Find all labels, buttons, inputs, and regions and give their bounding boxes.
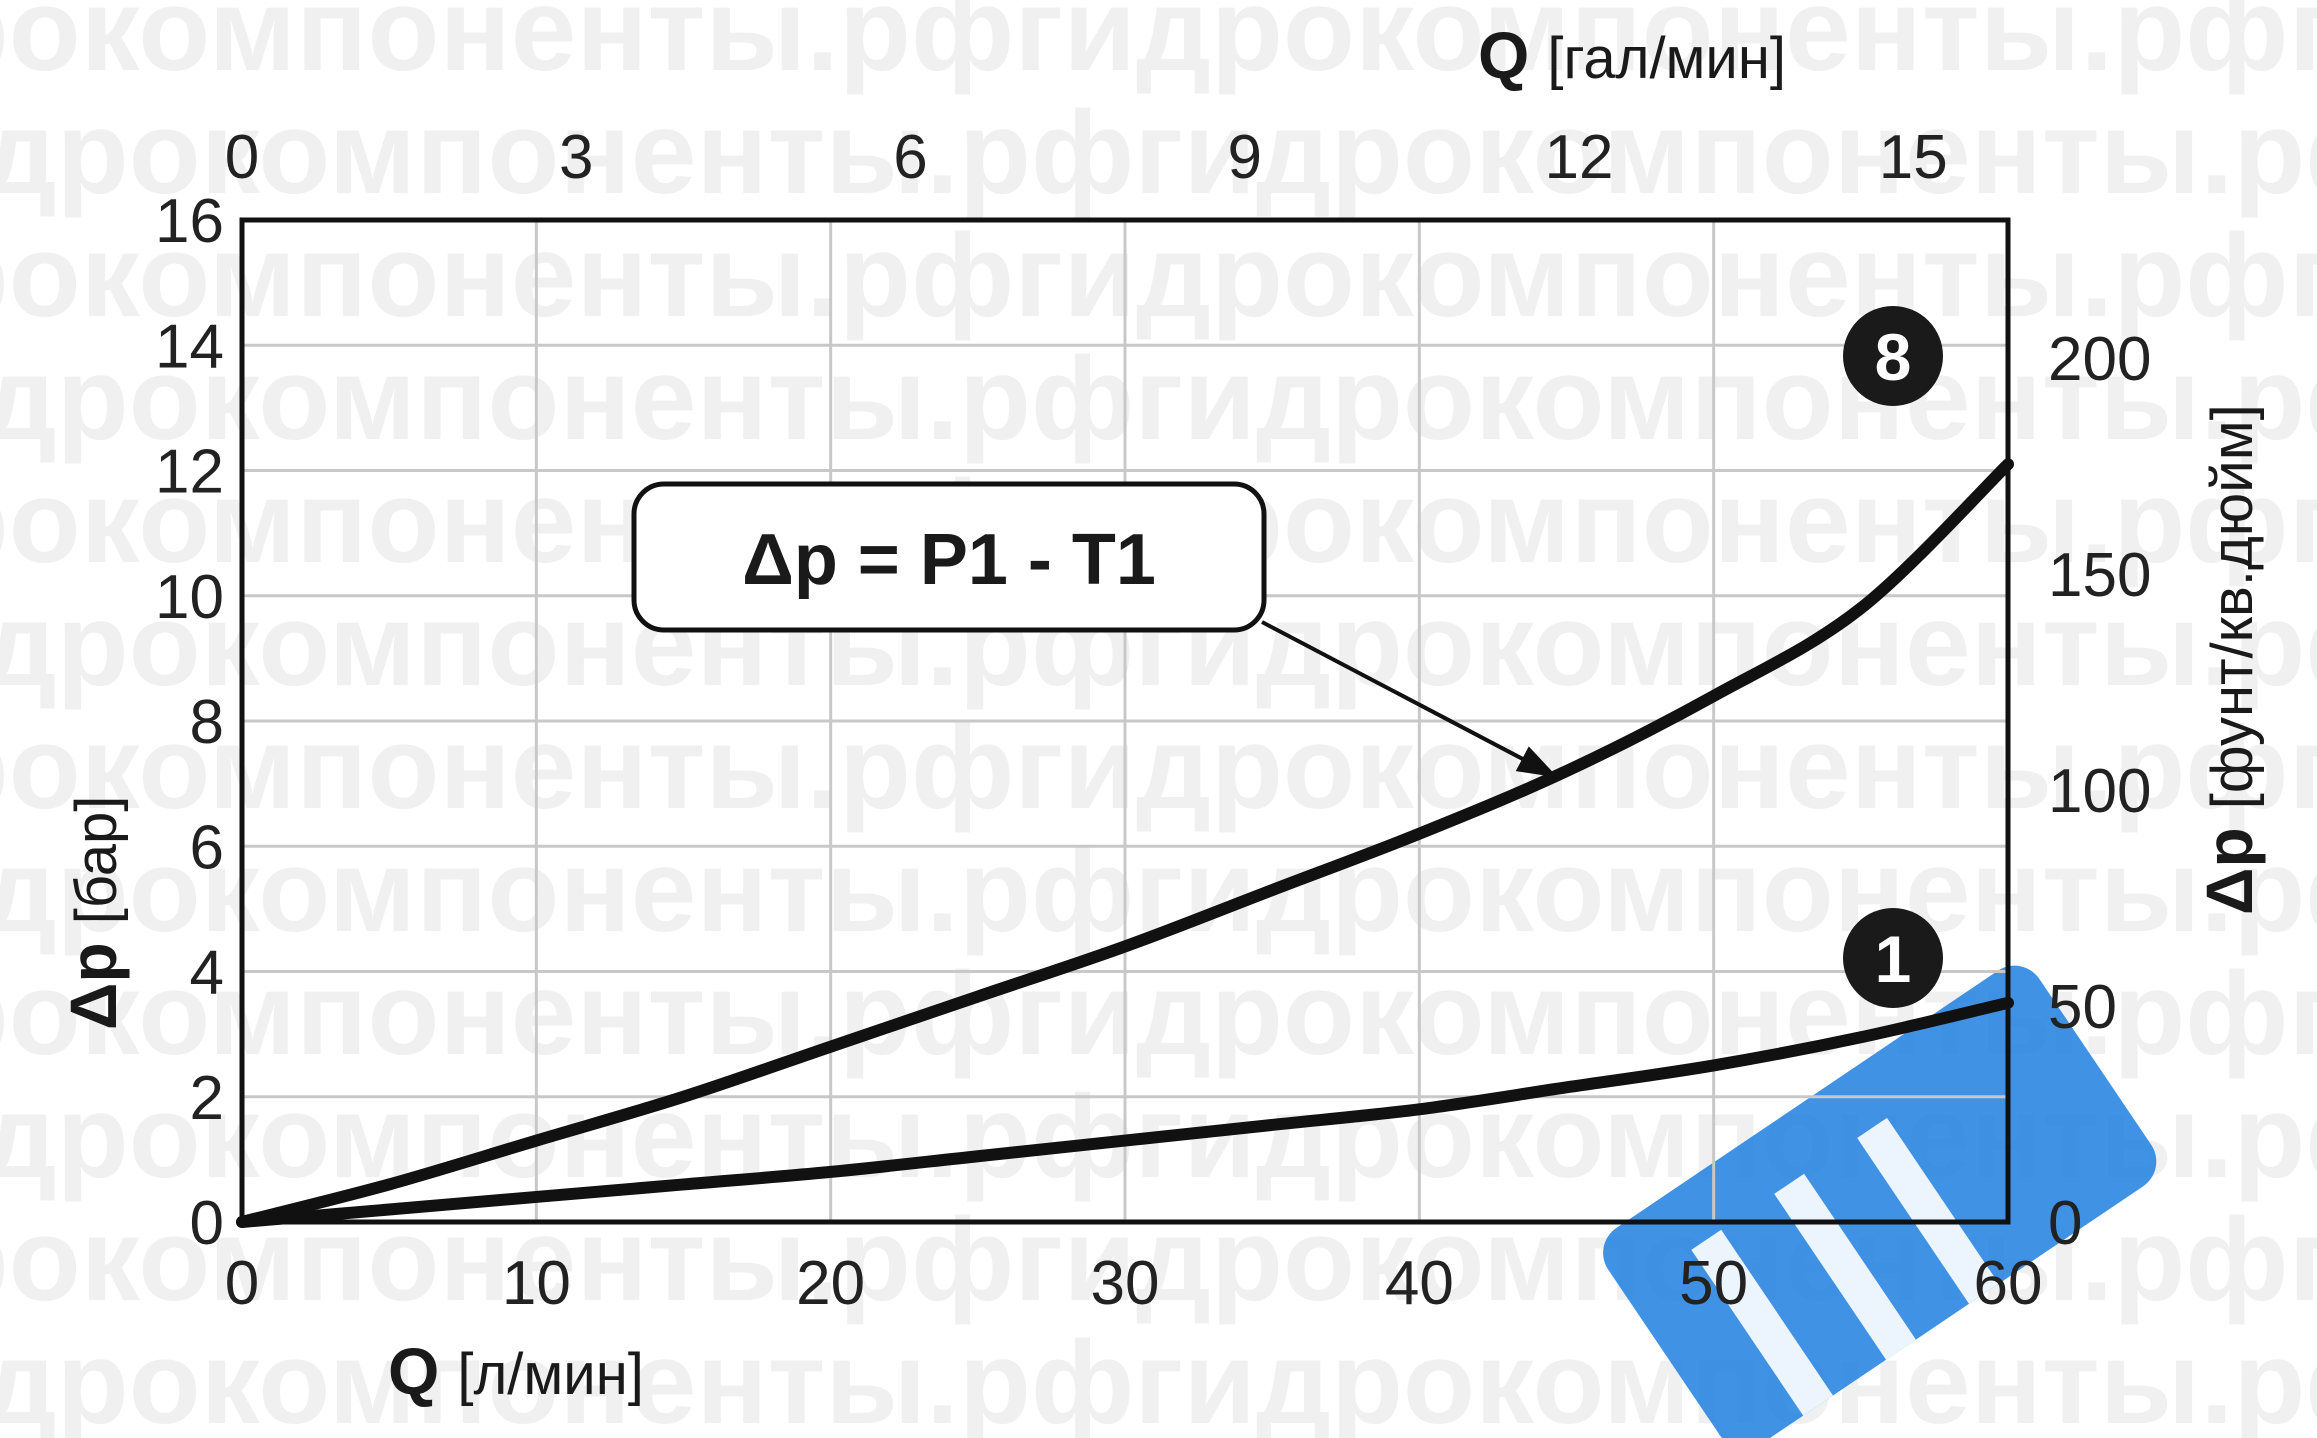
y-left-tick-label: 16 <box>155 187 224 256</box>
watermark-text: гидрокомпоненты.рфгидрокомпоненты.рфгидр… <box>0 87 2317 219</box>
y-left-axis-symbol: Δp <box>56 942 130 1030</box>
y-left-tick-label: 0 <box>190 1189 224 1258</box>
grid <box>239 217 2011 1225</box>
y-left-tick-label: 12 <box>155 438 224 507</box>
y-right-tick-label: 150 <box>2048 541 2151 610</box>
callout-box <box>631 481 1267 633</box>
x-top-tick-label: 12 <box>1545 123 1614 192</box>
x-bottom-tick-label: 50 <box>1679 1249 1748 1318</box>
series-line-1 <box>236 996 2014 1228</box>
x-top-tick-label: 9 <box>1228 123 1262 192</box>
y-left-tick-label: 6 <box>190 813 224 882</box>
x-bottom-tick-label: 10 <box>502 1249 571 1318</box>
callout-arrow-line <box>1261 620 1559 780</box>
series-line-8 <box>236 458 2014 1228</box>
x-bottom-axis-title: Q [л/мин] <box>388 1334 644 1408</box>
x-top-tick-label: 6 <box>893 123 927 192</box>
y-left-tick-label: 8 <box>190 688 224 757</box>
x-top-tick-label: 3 <box>559 123 593 192</box>
y-right-axis-unit: [фунт/кв.дюйм] <box>2200 404 2265 809</box>
watermark-logo-shape <box>1603 965 2157 1438</box>
series-marker-label-8: 8 <box>1875 320 1912 394</box>
x-bottom-tick-label: 30 <box>1091 1249 1160 1318</box>
y-right-axis-symbol: Δp <box>2192 827 2266 915</box>
y-right-tick-label: 100 <box>2048 757 2151 826</box>
x-top-axis-symbol: Q <box>1478 18 1529 92</box>
watermark-text: гидрокомпоненты.рфгидрокомпоненты.рфгидр… <box>0 1317 2317 1438</box>
callout-arrow-head <box>1515 746 1558 778</box>
watermark-text: гидрокомпоненты.рфгидрокомпоненты.рфгидр… <box>0 210 2317 342</box>
watermark-logo <box>1603 965 2157 1438</box>
x-top-axis-title: Q [гал/мин] <box>1478 18 1786 92</box>
y-left-tick-label: 14 <box>155 312 224 381</box>
x-bottom-tick-label: 20 <box>796 1249 865 1318</box>
callout-label: Δp = P1 - T1 <box>742 520 1156 600</box>
series-marker-label-1: 1 <box>1875 922 1912 996</box>
y-left-tick-label: 10 <box>155 563 224 632</box>
y-left-tick-label: 4 <box>190 939 224 1008</box>
tick-labels: 0 10 20 30 40 50 600 3 6 9 12 150246810121416050100… <box>155 123 2151 1318</box>
watermark-text: гидрокомпоненты.рфгидрокомпоненты.рфгидр… <box>0 0 2317 96</box>
y-right-tick-label: 50 <box>2048 973 2117 1042</box>
series-marker-1 <box>1843 908 1943 1008</box>
watermark-text: гидрокомпоненты.рфгидрокомпоненты.рфгидр… <box>0 702 2317 834</box>
y-right-tick-label: 200 <box>2048 325 2151 394</box>
x-bottom-tick-label: 40 <box>1385 1249 1454 1318</box>
x-top-axis-unit: [гал/мин] <box>1547 26 1786 91</box>
watermark-logo-stripe <box>1857 1117 1999 1304</box>
y-left-tick-label: 2 <box>190 1064 224 1133</box>
series-marker-8 <box>1843 306 1943 406</box>
y-left-axis-title: Δp [бар] <box>56 796 130 1030</box>
y-right-tick-label: 0 <box>2048 1189 2082 1258</box>
watermark-logo-stripe <box>1691 1229 1834 1416</box>
x-bottom-axis-symbol: Q <box>388 1334 439 1408</box>
x-bottom-tick-label: 0 <box>225 1249 259 1318</box>
x-bottom-tick-label: 60 <box>1974 1249 2043 1318</box>
y-left-axis-unit: [бар] <box>64 796 129 925</box>
x-top-tick-label: 0 <box>225 123 259 192</box>
axis-titles: Q [л/мин] Q [гал/мин] Δp [бар] Δp [фунт/кв.дюйм… <box>56 18 2266 1408</box>
x-bottom-axis-unit: [л/мин] <box>457 1342 644 1407</box>
annotations: Δp = P1 - T1 8 1 <box>631 306 1943 1008</box>
y-right-axis-title: Δp [фунт/кв.дюйм] <box>2192 404 2266 915</box>
x-top-tick-label: 15 <box>1879 123 1948 192</box>
plot-frame-top <box>239 217 2011 1225</box>
watermark-text: гидрокомпоненты.рфгидрокомпоненты.рфгидр… <box>0 333 2317 465</box>
series-lines <box>236 458 2014 1228</box>
